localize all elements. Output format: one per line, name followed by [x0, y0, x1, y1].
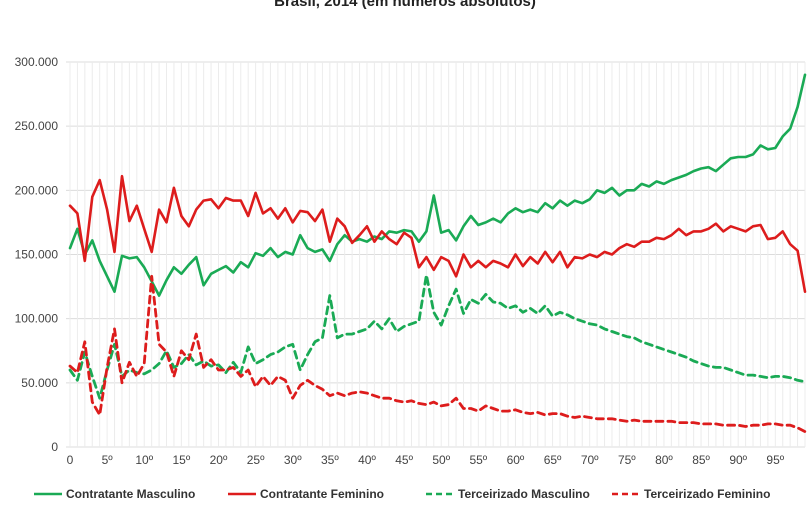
- x-tick-label: 55º: [469, 453, 487, 467]
- x-tick-label: 50º: [432, 453, 450, 467]
- legend: Contratante Masculino Contratante Feminin…: [34, 487, 770, 501]
- x-tick-label: 30º: [284, 453, 302, 467]
- x-tick-label: 60º: [507, 453, 525, 467]
- y-axis-ticks: 0 50.000 100.000 150.000 200.000 250.000 300.0…: [15, 55, 59, 454]
- x-tick-label: 45º: [395, 453, 413, 467]
- x-tick-label: 85º: [692, 453, 710, 467]
- x-tick-label: 70º: [581, 453, 599, 467]
- x-tick-label: 75º: [618, 453, 636, 467]
- x-tick-label: 40º: [358, 453, 376, 467]
- y-tick-label: 250.000: [15, 119, 59, 133]
- y-tick-label: 100.000: [15, 312, 59, 326]
- legend-label: Contratante Masculino: [66, 487, 195, 501]
- chart-title: Brasil, 2014 (em números absolutos): [274, 0, 536, 10]
- x-tick-label: 5º: [102, 453, 114, 467]
- x-tick-label: 95º: [766, 453, 784, 467]
- series-line-2: [68, 174, 807, 294]
- x-tick-label: 65º: [544, 453, 562, 467]
- series-line-4: [68, 274, 807, 434]
- x-tick-label: 35º: [321, 453, 339, 467]
- series-line-3: [68, 273, 807, 400]
- x-tick-label: 80º: [655, 453, 673, 467]
- x-tick-label: 15º: [172, 453, 190, 467]
- x-axis-ticks: 0 5º 10º 15º 20º 25º 30º 35º 40º 45º 50º 55º 60º 65º 7…: [67, 453, 785, 467]
- x-tick-label: 90º: [729, 453, 747, 467]
- legend-label: Contratante Feminino: [260, 487, 384, 501]
- x-tick-label: 25º: [247, 453, 265, 467]
- legend-label: Terceirizado Feminino: [644, 487, 770, 501]
- y-tick-label: 200.000: [15, 183, 59, 197]
- x-tick-label: 20º: [210, 453, 228, 467]
- y-tick-label: 0: [51, 440, 58, 454]
- series-lines: [68, 73, 807, 434]
- y-tick-label: 150.000: [15, 248, 59, 262]
- y-tick-label: 300.000: [15, 55, 59, 69]
- grid-lines: [66, 61, 806, 448]
- x-tick-label: 10º: [135, 453, 153, 467]
- legend-label: Terceirizado Masculino: [458, 487, 590, 501]
- x-tick-label: 0: [67, 453, 74, 467]
- y-tick-label: 50.000: [21, 376, 58, 390]
- series-line-1: [68, 73, 807, 297]
